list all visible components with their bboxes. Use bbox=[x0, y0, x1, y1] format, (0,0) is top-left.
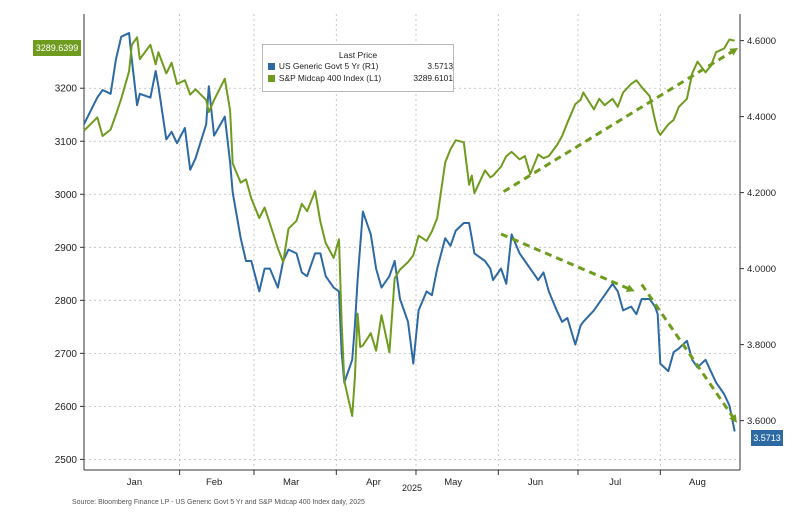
x-axis-year-label: 2025 bbox=[402, 483, 422, 493]
axes bbox=[83, 14, 741, 471]
month-tick-label: Aug bbox=[689, 477, 706, 488]
legend-item-name: US Generic Govt 5 Yr (R1) bbox=[278, 61, 379, 71]
month-tick-label: Apr bbox=[366, 477, 381, 488]
month-tick-label: Jun bbox=[528, 477, 543, 488]
left-tick-label: 2600 bbox=[55, 402, 78, 413]
right-tick-label: 4.2000 bbox=[747, 188, 776, 199]
legend-item-value: 3.5713 bbox=[427, 61, 453, 71]
right-tick-label: 4.4000 bbox=[747, 112, 776, 123]
last-price-badge-left: 3289.6399 bbox=[33, 40, 81, 56]
legend-item-value: 3289.6101 bbox=[413, 73, 453, 83]
ticks: 2500 2600 2700 2800 2900 3000 3100 3200 3.6000 3.… bbox=[55, 36, 776, 488]
left-tick-label: 3100 bbox=[55, 137, 78, 148]
right-tick-label: 3.8000 bbox=[747, 340, 776, 351]
month-tick-label: Feb bbox=[206, 477, 222, 488]
series-line-sp-midcap-400 bbox=[83, 36, 735, 417]
trend-arrows bbox=[500, 47, 739, 423]
series bbox=[83, 32, 736, 432]
series-line-us-5yr bbox=[83, 32, 736, 432]
last-price-badge-right: 3.5713 bbox=[751, 430, 783, 446]
legend-item-midcap: S&P Midcap 400 Index (L1) 3289.6101 bbox=[263, 72, 453, 84]
right-tick-label: 4.6000 bbox=[747, 36, 776, 47]
grid bbox=[84, 14, 740, 470]
month-tick-label: May bbox=[444, 477, 462, 488]
left-tick-label: 3200 bbox=[55, 84, 78, 95]
trend-arrow bbox=[640, 283, 737, 423]
legend-item-treasury: US Generic Govt 5 Yr (R1) 3.5713 bbox=[263, 60, 453, 72]
month-tick-label: Jul bbox=[609, 477, 621, 488]
trend-arrow bbox=[500, 232, 635, 292]
right-tick-label: 4.0000 bbox=[747, 264, 776, 275]
left-tick-label: 2800 bbox=[55, 296, 78, 307]
month-tick-label: Jan bbox=[127, 477, 142, 488]
left-tick-label: 2700 bbox=[55, 349, 78, 360]
legend-title: Last Price bbox=[338, 50, 378, 60]
legend-item-name: S&P Midcap 400 Index (L1) bbox=[278, 73, 382, 83]
month-tick-label: Mar bbox=[283, 477, 299, 488]
left-tick-label: 2900 bbox=[55, 243, 78, 254]
source-note: Source: Bloomberg Finance LP - US Generi… bbox=[72, 499, 365, 506]
trend-arrow bbox=[502, 47, 739, 193]
legend-swatch-green bbox=[268, 74, 275, 82]
right-tick-label: 3.6000 bbox=[747, 416, 776, 427]
legend-swatch-blue bbox=[268, 62, 275, 70]
legend: Last Price US Generic Govt 5 Yr (R1) 3.5… bbox=[262, 44, 454, 92]
left-tick-label: 3000 bbox=[55, 190, 78, 201]
left-tick-label: 2500 bbox=[55, 455, 78, 466]
